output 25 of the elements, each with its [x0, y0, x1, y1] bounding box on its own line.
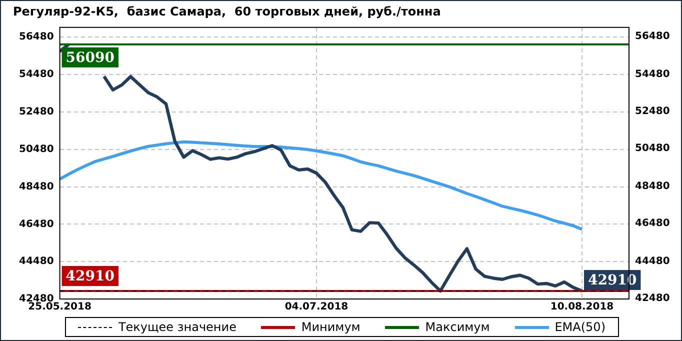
y2-tick-label: 56480 [635, 30, 670, 44]
annotation: 42910 [66, 268, 115, 285]
annotation: 56090 [66, 50, 115, 66]
y2-tick-label: 50480 [635, 142, 670, 156]
y2-tick-label: 54480 [635, 68, 670, 82]
legend-label: Текущее значение [118, 320, 236, 334]
y-tick-label: 50480 [18, 144, 54, 155]
legend-label: EMA(50) [554, 320, 606, 334]
y2-tick-label: 48480 [635, 180, 670, 194]
y-tick-label: 54480 [18, 69, 54, 80]
y-tick-label: 52480 [18, 106, 54, 118]
y2-tick-label: 42480 [635, 292, 670, 306]
chart-title: Регуляр-92-К5, базис Самара, 60 торговых дней, руб./тонна [13, 4, 441, 18]
x-tick-label: 10.08.2018 [550, 302, 614, 313]
y-tick-label: 44480 [18, 256, 54, 268]
annotation: 42910 [588, 272, 637, 289]
y2-tick-label: 46480 [635, 217, 670, 232]
legend-label: Минимум [301, 320, 360, 334]
legend-label: Максимум [425, 320, 490, 334]
y2-tick-label: 52480 [635, 104, 670, 119]
y-tick-label: 46480 [18, 218, 54, 230]
y-tick-label: 48480 [18, 181, 54, 192]
x-tick-label: 04.07.2018 [284, 302, 348, 313]
y-tick-label: 56480 [18, 32, 54, 43]
y2-tick-label: 44480 [635, 254, 670, 269]
